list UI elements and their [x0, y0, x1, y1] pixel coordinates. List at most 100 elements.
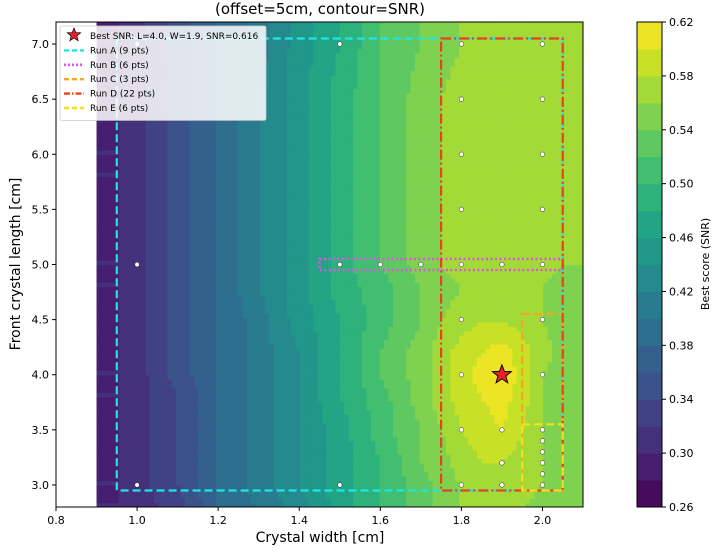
contour-cell: [215, 339, 221, 345]
contour-cell: [198, 414, 204, 420]
contour-cell: [238, 405, 244, 411]
contour-cell: [264, 410, 270, 416]
contour-cell: [224, 498, 230, 504]
contour-cell: [538, 418, 544, 424]
contour-cell: [313, 357, 319, 363]
contour-cell: [463, 313, 469, 319]
contour-cell: [282, 410, 288, 416]
contour-cell: [207, 489, 213, 495]
contour-cell: [330, 410, 336, 416]
contour-cell: [242, 484, 248, 490]
contour-cell: [100, 392, 106, 398]
contour-cell: [507, 427, 513, 433]
contour-cell: [525, 308, 531, 314]
contour-cell: [538, 361, 544, 367]
contour-cell: [507, 343, 513, 349]
contour-cell: [534, 357, 540, 363]
contour-cell: [401, 467, 407, 473]
contour-cell: [432, 449, 438, 455]
contour-cell: [264, 498, 270, 504]
contour-cell: [162, 493, 168, 499]
contour-cell: [260, 401, 266, 407]
contour-cell: [171, 493, 177, 499]
contour-cell: [242, 476, 248, 482]
contour-cell: [468, 454, 474, 460]
contour-cell: [357, 405, 363, 411]
contour-cell: [167, 436, 173, 442]
contour-cell: [490, 423, 496, 429]
contour-cell: [330, 365, 336, 371]
contour-cell: [282, 343, 288, 349]
contour-cell: [494, 365, 500, 371]
contour-cell: [123, 365, 129, 371]
contour-cell: [176, 330, 182, 336]
contour-cell: [388, 484, 394, 490]
contour-cell: [335, 423, 341, 429]
contour-cell: [503, 317, 509, 323]
contour-cell: [459, 462, 465, 468]
contour-cell: [207, 326, 213, 332]
contour-cell: [476, 427, 482, 433]
contour-cell: [379, 423, 385, 429]
contour-cell: [428, 365, 434, 371]
contour-cell: [468, 493, 474, 499]
contour-cell: [353, 370, 359, 376]
contour-cell: [326, 383, 332, 389]
contour-cell: [154, 462, 160, 468]
contour-cell: [105, 330, 111, 336]
contour-cell: [260, 436, 266, 442]
contour-cell: [109, 365, 115, 371]
contour-cell: [251, 374, 257, 380]
contour-cell: [485, 317, 491, 323]
contour-cell: [344, 458, 350, 464]
contour-cell: [428, 427, 434, 433]
contour-cell: [379, 410, 385, 416]
contour-cell: [304, 449, 310, 455]
contour-cell: [123, 313, 129, 319]
contour-cell: [392, 313, 398, 319]
contour-cell: [171, 330, 177, 336]
contour-cell: [357, 480, 363, 486]
contour-cell: [379, 370, 385, 376]
contour-cell: [184, 308, 191, 314]
contour-cell: [304, 454, 310, 460]
contour-cell: [414, 427, 420, 433]
contour-cell: [207, 476, 213, 482]
contour-cell: [162, 313, 168, 319]
contour-cell: [295, 445, 301, 451]
contour-cell: [383, 313, 390, 319]
contour-cell: [149, 462, 155, 468]
contour-cell: [490, 414, 496, 420]
contour-cell: [238, 374, 244, 380]
contour-cell: [105, 339, 111, 345]
contour-cell: [525, 392, 531, 398]
contour-cell: [578, 423, 583, 429]
contour-cell: [547, 387, 553, 393]
contour-cell: [375, 427, 381, 433]
contour-cell: [397, 405, 403, 411]
contour-cell: [184, 405, 191, 411]
contour-cell: [401, 458, 407, 464]
contour-cell: [529, 317, 535, 323]
contour-cell: [339, 308, 345, 314]
contour-cell: [481, 471, 487, 477]
contour-cell: [109, 330, 115, 336]
contour-cell: [543, 317, 549, 323]
contour-cell: [273, 361, 279, 367]
contour-cell: [459, 379, 465, 385]
contour-cell: [215, 308, 221, 314]
contour-cell: [490, 321, 496, 327]
contour-cell: [136, 313, 142, 319]
contour-cell: [326, 414, 332, 420]
contour-cell: [423, 330, 429, 336]
contour-cell: [353, 423, 359, 429]
contour-cell: [207, 436, 213, 442]
contour-cell: [432, 462, 438, 468]
contour-cell: [348, 343, 354, 349]
contour-cell: [269, 370, 275, 376]
contour-cell: [140, 432, 146, 438]
contour-cell: [569, 396, 575, 402]
contour-cell: [450, 387, 456, 393]
contour-cell: [158, 401, 164, 407]
contour-cell: [556, 370, 562, 376]
